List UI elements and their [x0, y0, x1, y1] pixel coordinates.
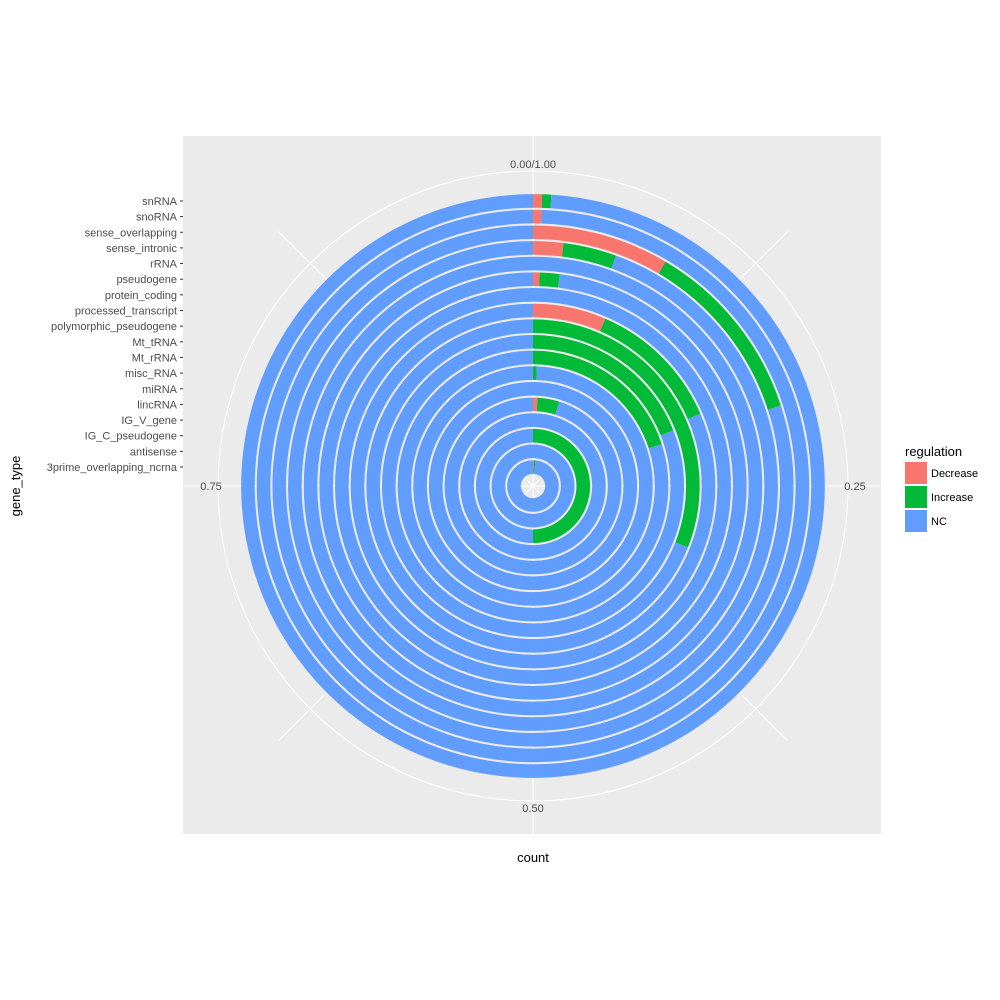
bar-sense_overlapping-increase: [658, 261, 781, 410]
bar-Mt_rRNA-increase: [532, 350, 662, 449]
y-tick-label: miRNA: [142, 384, 177, 396]
bar-polymorphic_pseudogene-nc: [366, 319, 688, 653]
bar-sense_intronic-increase: [561, 243, 616, 269]
bar-misc_RNA-nc: [413, 366, 653, 606]
bar-snoRNA-nc: [256, 209, 810, 763]
y-tick-label: misc_RNA: [125, 368, 178, 380]
y-tick-label: IG_V_gene: [121, 415, 177, 427]
bar-IG_C_pseudogene-nc: [475, 428, 534, 544]
legend-title: regulation: [905, 444, 962, 459]
y-tick-label: snRNA: [142, 196, 178, 208]
bar-processed_transcript-increase: [599, 318, 701, 420]
bar-sense_overlapping-nc: [272, 225, 794, 747]
theta-tick-labels: 0.00/1.00 0.25 0.50 0.75: [200, 159, 865, 815]
theta-tick-label: 0.50: [522, 803, 543, 815]
bar-processed_transcript-nc: [350, 303, 716, 669]
bar-lincRNA-increase: [536, 397, 560, 415]
x-axis-title: count: [517, 850, 549, 865]
y-tick-label: processed_transcript: [75, 306, 177, 318]
bar-3prime_overlapping_ncrna-nc: [507, 460, 559, 512]
theta-tick-label: 0.75: [200, 481, 221, 493]
y-axis-title: gene_type: [8, 456, 23, 517]
bar-sense_intronic-nc: [288, 241, 778, 731]
y-tick-label: Mt_rRNA: [132, 352, 178, 364]
legend: regulation Decrease Increase NC: [905, 444, 978, 532]
y-tick-label: IG_C_pseudogene: [85, 431, 177, 443]
legend-key-nc: [905, 510, 927, 532]
bar-sense_intronic-decrease: [532, 241, 564, 257]
bar-snRNA-nc: [241, 194, 825, 778]
bar-Mt_tRNA-nc: [382, 335, 684, 637]
bar-polymorphic_pseudogene-increase: [532, 319, 700, 548]
bar-pseudogene-increase: [539, 272, 560, 288]
bar-IG_C_pseudogene-increase: [532, 428, 591, 544]
y-tick-label: pseudogene: [116, 274, 177, 286]
bar-antisense-nc: [491, 444, 575, 528]
bar-sense_overlapping-decrease: [532, 225, 666, 274]
bar-processed_transcript-decrease: [532, 303, 606, 332]
legend-label: NC: [931, 516, 947, 528]
bar-Mt_rRNA-nc: [397, 350, 669, 622]
y-tick-label: sense_overlapping: [85, 227, 177, 239]
y-tick-label: lincRNA: [137, 399, 177, 411]
bar-miRNA-nc: [428, 381, 638, 591]
gene-type-tick-labels: 3prime_overlapping_ncrna antisense IG_C_ps…: [47, 196, 183, 474]
y-tick-label: 3prime_overlapping_ncrna: [47, 462, 178, 474]
bar-Mt_tRNA-increase: [532, 335, 674, 436]
legend-key-decrease: [905, 462, 927, 484]
legend-label: Decrease: [931, 468, 978, 480]
bar-protein_coding-nc: [335, 288, 731, 684]
theta-tick-label: 0.25: [844, 481, 865, 493]
y-tick-label: protein_coding: [105, 290, 177, 302]
bar-rRNA-nc: [303, 256, 763, 716]
legend-key-increase: [905, 486, 927, 508]
y-tick-label: Mt_tRNA: [132, 337, 177, 349]
bar-lincRNA-nc: [444, 397, 622, 575]
y-tick-label: polymorphic_pseudogene: [51, 321, 177, 333]
y-tick-label: snoRNA: [136, 212, 178, 224]
bars-layer: [241, 194, 825, 778]
y-tick-label: rRNA: [150, 259, 178, 271]
theta-tick-label: 0.00/1.00: [510, 159, 556, 171]
bar-pseudogene-nc: [319, 272, 747, 700]
y-tick-label: sense_intronic: [106, 243, 177, 255]
bar-IG_V_gene-nc: [460, 413, 606, 559]
legend-label: Increase: [931, 492, 973, 504]
y-tick-label: antisense: [130, 446, 177, 458]
